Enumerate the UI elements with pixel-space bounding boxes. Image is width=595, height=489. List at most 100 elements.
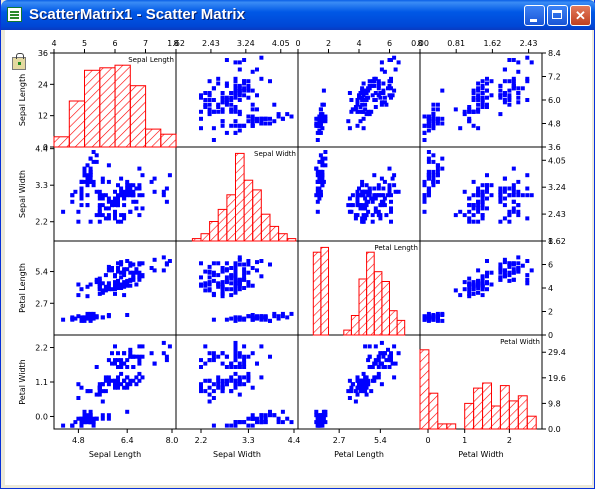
scatter-point-sepal-length-vs-petal-length xyxy=(323,119,328,124)
right-tick-label: 4.05 xyxy=(548,156,566,165)
scatter-point-sepal-width-vs-sepal-length xyxy=(106,163,111,168)
scatter-point-sepal-length-vs-petal-width xyxy=(471,88,476,93)
scatter-point-petal-length-vs-sepal-width xyxy=(246,262,251,267)
scatter-point-sepal-width-vs-petal-length xyxy=(314,166,319,171)
right-tick-label: 9.8 xyxy=(548,399,561,408)
left-tick-label: 5.4 xyxy=(35,268,48,277)
scatter-point-sepal-width-vs-petal-width xyxy=(502,196,507,201)
scatter-point-sepal-length-vs-sepal-width xyxy=(229,102,234,107)
scatter-point-sepal-length-vs-petal-length xyxy=(358,105,363,109)
scatter-point-petal-width-vs-sepal-length xyxy=(128,354,133,359)
scatter-point-petal-length-vs-sepal-length xyxy=(122,284,127,289)
scatter-point-petal-length-vs-sepal-length xyxy=(103,288,108,293)
scatter-point-petal-width-vs-sepal-length xyxy=(103,389,108,394)
scatter-point-sepal-length-vs-petal-length xyxy=(355,98,360,102)
scatter-point-petal-width-vs-sepal-width xyxy=(242,344,247,349)
scatter-point-sepal-width-vs-petal-width xyxy=(516,203,521,208)
origin-graph-icon[interactable] xyxy=(7,7,22,22)
scatter-point-sepal-width-vs-petal-length xyxy=(355,199,360,204)
scatter-point-sepal-width-vs-petal-length xyxy=(315,199,320,204)
scatter-point-petal-width-vs-sepal-width xyxy=(233,340,238,345)
scatter-point-sepal-length-vs-petal-length xyxy=(389,79,393,84)
scatter-point-sepal-length-vs-petal-length xyxy=(320,114,325,119)
scatter-point-sepal-length-vs-petal-width xyxy=(435,119,440,124)
scatter-point-petal-width-vs-sepal-length xyxy=(122,351,127,356)
scatter-point-sepal-length-vs-petal-width xyxy=(467,107,472,112)
right-tick-label: 6 xyxy=(548,261,553,270)
scatter-point-petal-length-vs-sepal-width xyxy=(263,317,268,322)
scatter-point-sepal-width-vs-sepal-length xyxy=(125,189,130,194)
scatter-point-sepal-length-vs-petal-width xyxy=(525,55,530,60)
scatter-point-petal-length-vs-sepal-length xyxy=(125,283,130,288)
lock-icon[interactable] xyxy=(12,53,26,70)
scatter-point-petal-width-vs-petal-length xyxy=(355,385,360,390)
top-tick-label: 0.00 xyxy=(411,39,429,48)
scatter-point-sepal-width-vs-petal-width xyxy=(422,193,427,198)
close-button[interactable]: ✕ xyxy=(570,5,591,26)
scatter-point-sepal-length-vs-sepal-width xyxy=(233,119,238,124)
scatter-point-sepal-width-vs-petal-length xyxy=(382,203,387,208)
scatter-point-petal-length-vs-petal-width xyxy=(480,293,485,298)
scatter-point-sepal-length-vs-sepal-width xyxy=(224,95,229,100)
scatter-point-petal-width-vs-sepal-length xyxy=(100,389,105,394)
scatter-point-petal-width-vs-sepal-width xyxy=(207,385,212,390)
scatter-point-petal-width-vs-sepal-width xyxy=(211,351,216,356)
scatter-point-petal-length-vs-petal-width xyxy=(476,280,481,285)
scatter-point-petal-length-vs-sepal-length xyxy=(100,290,105,295)
scatter-point-petal-width-vs-sepal-width xyxy=(242,354,247,359)
scatter-point-sepal-length-vs-petal-length xyxy=(360,102,365,107)
scatter-point-petal-width-vs-petal-length xyxy=(361,382,366,387)
scatter-point-sepal-width-vs-petal-width xyxy=(431,159,436,164)
scatter-point-sepal-length-vs-petal-length xyxy=(396,60,401,65)
title-bar[interactable]: ScatterMatrix1 - Scatter Matrix ✕ xyxy=(1,0,595,30)
scatter-point-petal-width-vs-sepal-width xyxy=(216,378,221,383)
scatter-point-petal-length-vs-sepal-width xyxy=(224,261,229,266)
scatter-point-petal-length-vs-sepal-length xyxy=(113,291,117,296)
scatter-point-petal-length-vs-sepal-width xyxy=(216,282,221,287)
scatter-point-sepal-width-vs-petal-width xyxy=(471,219,476,224)
scatter-point-sepal-length-vs-petal-width xyxy=(502,91,507,95)
scatter-point-sepal-width-vs-petal-length xyxy=(367,186,372,191)
scatter-point-petal-width-vs-petal-length xyxy=(358,389,363,394)
scatter-point-sepal-length-vs-petal-width xyxy=(502,79,507,84)
scatter-point-petal-width-vs-sepal-width xyxy=(203,361,208,366)
top-tick-label: 6 xyxy=(387,39,392,48)
x-axis-label-sepal-width: Sepal Width xyxy=(213,450,261,459)
scatter-point-petal-length-vs-sepal-width xyxy=(255,268,259,273)
scatter-point-petal-length-vs-sepal-length xyxy=(91,311,96,316)
scatter-point-sepal-width-vs-sepal-length xyxy=(113,216,117,221)
scatter-point-sepal-width-vs-sepal-length xyxy=(79,203,84,208)
scatter-point-sepal-width-vs-petal-width xyxy=(476,209,481,214)
scatter-point-sepal-length-vs-sepal-width xyxy=(199,116,203,121)
scatter-point-sepal-length-vs-petal-length xyxy=(358,95,363,100)
scatter-point-petal-length-vs-sepal-length xyxy=(76,282,81,287)
scatter-point-petal-length-vs-petal-width xyxy=(498,277,503,282)
maximize-button[interactable] xyxy=(547,5,568,26)
scatter-point-sepal-length-vs-petal-width xyxy=(431,121,436,126)
scatter-point-sepal-width-vs-petal-length xyxy=(361,213,366,218)
scatter-point-sepal-width-vs-petal-length xyxy=(314,193,319,198)
scatter-point-sepal-length-vs-sepal-width xyxy=(259,55,264,60)
scatter-point-petal-width-vs-sepal-width xyxy=(199,389,203,394)
scatter-point-petal-length-vs-sepal-width xyxy=(199,275,203,280)
scatter-point-sepal-length-vs-petal-width xyxy=(462,112,467,117)
scatter-point-sepal-width-vs-petal-width xyxy=(422,183,427,188)
scatter-point-sepal-length-vs-petal-length xyxy=(389,86,393,91)
scatter-point-sepal-width-vs-sepal-length xyxy=(82,166,87,171)
scatter-point-sepal-length-vs-sepal-width xyxy=(246,119,251,124)
minimize-button[interactable] xyxy=(524,5,545,26)
scatter-point-sepal-width-vs-petal-length xyxy=(382,179,387,184)
scatter-point-sepal-length-vs-petal-length xyxy=(393,67,398,72)
histogram-bar-sepal-width xyxy=(286,238,297,242)
scatter-point-petal-width-vs-sepal-length xyxy=(82,413,87,418)
scatter-point-sepal-length-vs-petal-width xyxy=(480,83,485,88)
scatter-point-sepal-length-vs-sepal-width xyxy=(250,69,255,74)
scatter-point-petal-length-vs-petal-width xyxy=(498,267,503,272)
scatter-point-sepal-width-vs-sepal-length xyxy=(94,213,99,218)
scatter-point-petal-width-vs-petal-length xyxy=(355,375,360,380)
scatter-point-sepal-length-vs-petal-length xyxy=(378,95,383,100)
scatter-point-petal-width-vs-sepal-length xyxy=(110,378,114,383)
scatter-point-petal-length-vs-sepal-length xyxy=(85,311,90,316)
scatter-point-sepal-width-vs-petal-width xyxy=(525,186,530,191)
scatter-point-sepal-width-vs-sepal-length xyxy=(137,186,142,191)
